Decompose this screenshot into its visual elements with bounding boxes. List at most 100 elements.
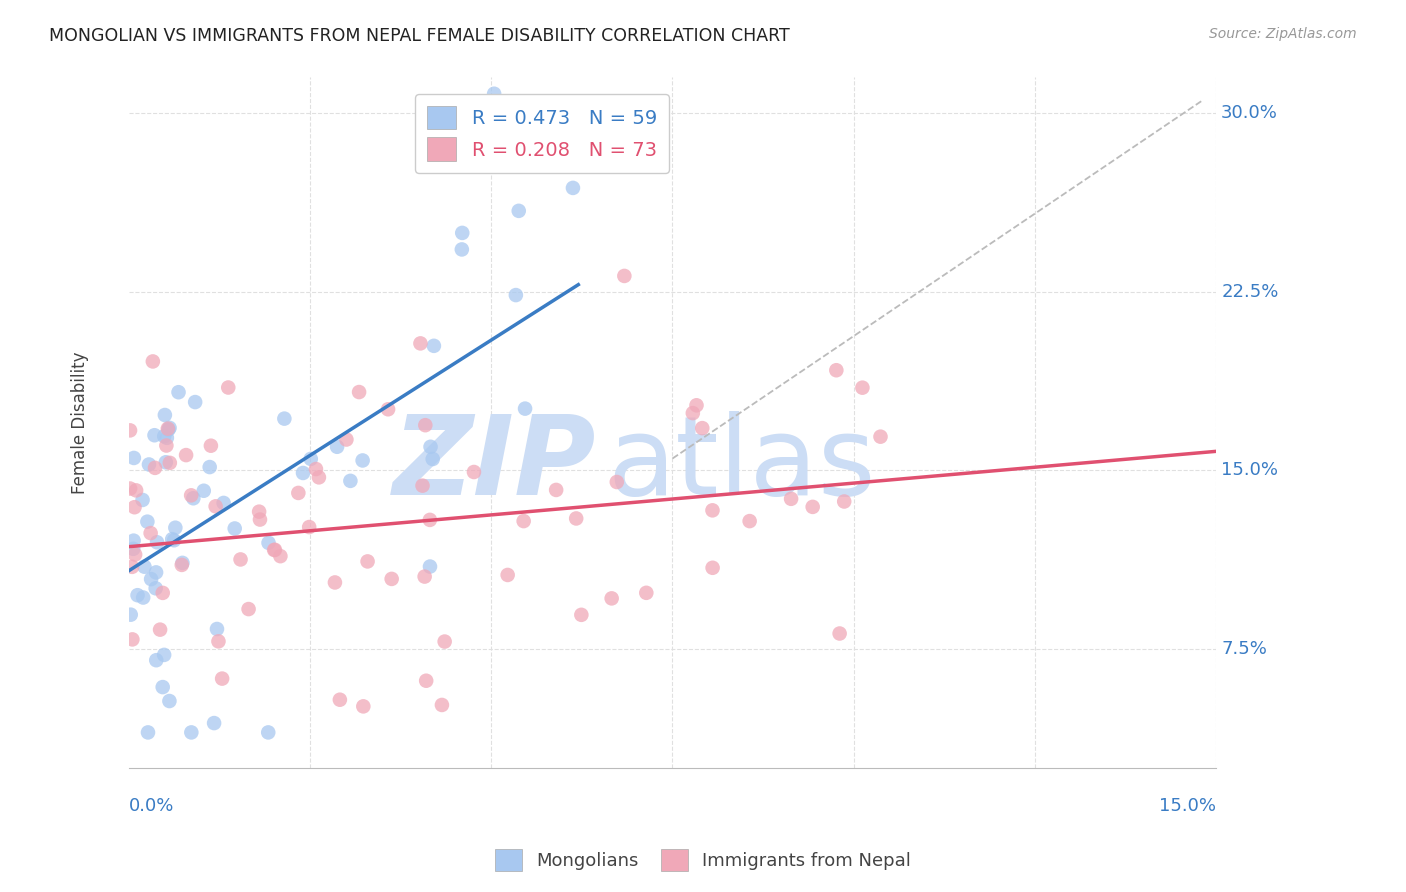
Point: [131, 492, 153, 507]
Point: [415, 673, 437, 688]
Point: [153, 648, 176, 662]
Point: [377, 402, 399, 417]
Point: [299, 451, 322, 466]
Point: [356, 554, 378, 568]
Point: [292, 466, 315, 480]
Point: [247, 505, 270, 519]
Point: [159, 456, 181, 470]
Point: [183, 491, 205, 506]
Point: [124, 548, 146, 562]
Point: [238, 602, 260, 616]
Point: [869, 430, 891, 444]
Point: [205, 622, 228, 636]
Point: [496, 568, 519, 582]
Point: [832, 494, 855, 508]
Point: [138, 458, 160, 472]
Point: [134, 559, 156, 574]
Point: [257, 725, 280, 739]
Point: [202, 716, 225, 731]
Point: [326, 440, 349, 454]
Point: [287, 486, 309, 500]
Point: [217, 380, 239, 394]
Point: [702, 561, 724, 575]
Text: 22.5%: 22.5%: [1222, 283, 1278, 301]
Point: [122, 450, 145, 465]
Point: [419, 513, 441, 527]
Point: [132, 591, 155, 605]
Point: [160, 532, 183, 546]
Text: 15.0%: 15.0%: [1222, 461, 1278, 479]
Point: [801, 500, 824, 514]
Point: [702, 503, 724, 517]
Point: [122, 541, 145, 556]
Point: [136, 725, 159, 739]
Point: [450, 243, 472, 257]
Point: [430, 698, 453, 712]
Point: [482, 87, 505, 101]
Point: [156, 431, 179, 445]
Point: [180, 488, 202, 502]
Point: [451, 226, 474, 240]
Point: [685, 398, 707, 412]
Point: [565, 511, 588, 525]
Point: [512, 514, 534, 528]
Point: [212, 496, 235, 510]
Point: [121, 559, 143, 574]
Point: [513, 401, 536, 416]
Point: [207, 634, 229, 648]
Point: [198, 460, 221, 475]
Point: [127, 588, 149, 602]
Point: [153, 408, 176, 422]
Point: [157, 423, 180, 437]
Point: [159, 421, 181, 435]
Point: [122, 533, 145, 548]
Point: [145, 582, 167, 596]
Point: [146, 535, 169, 549]
Point: [125, 483, 148, 498]
Text: ZIP: ZIP: [392, 410, 596, 517]
Text: atlas: atlas: [607, 410, 876, 517]
Point: [139, 572, 162, 586]
Point: [335, 433, 357, 447]
Text: MONGOLIAN VS IMMIGRANTS FROM NEPAL FEMALE DISABILITY CORRELATION CHART: MONGOLIAN VS IMMIGRANTS FROM NEPAL FEMAL…: [49, 27, 790, 45]
Point: [562, 181, 585, 195]
Text: Female Disability: Female Disability: [72, 351, 90, 494]
Point: [508, 203, 530, 218]
Point: [546, 483, 568, 497]
Point: [613, 268, 636, 283]
Text: 0.0%: 0.0%: [129, 797, 174, 814]
Point: [339, 474, 361, 488]
Point: [155, 455, 177, 469]
Point: [184, 395, 207, 409]
Point: [159, 694, 181, 708]
Point: [419, 440, 441, 454]
Point: [152, 680, 174, 694]
Point: [167, 385, 190, 400]
Point: [263, 543, 285, 558]
Point: [269, 549, 291, 563]
Point: [124, 500, 146, 515]
Point: [305, 462, 328, 476]
Point: [463, 465, 485, 479]
Point: [636, 586, 658, 600]
Point: [851, 381, 873, 395]
Point: [118, 423, 141, 437]
Point: [352, 453, 374, 467]
Point: [172, 556, 194, 570]
Point: [412, 478, 434, 492]
Legend: R = 0.473   N = 59, R = 0.208   N = 73: R = 0.473 N = 59, R = 0.208 N = 73: [415, 94, 669, 173]
Point: [298, 520, 321, 534]
Point: [828, 626, 851, 640]
Text: 30.0%: 30.0%: [1222, 104, 1278, 122]
Point: [145, 566, 167, 580]
Point: [165, 521, 187, 535]
Point: [423, 339, 446, 353]
Point: [121, 632, 143, 647]
Point: [409, 336, 432, 351]
Point: [308, 470, 330, 484]
Point: [347, 385, 370, 400]
Point: [156, 422, 179, 436]
Point: [249, 512, 271, 526]
Point: [257, 536, 280, 550]
Point: [193, 483, 215, 498]
